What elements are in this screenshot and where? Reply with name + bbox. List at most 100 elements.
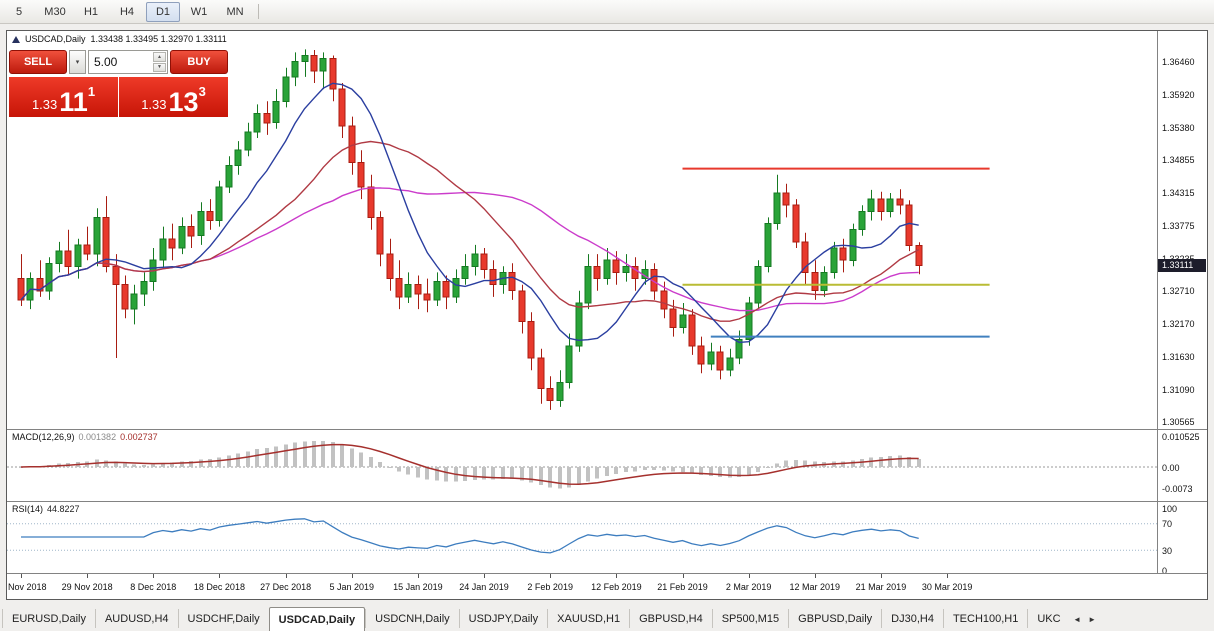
price-scale-label: 1.31630 [1162, 351, 1195, 362]
pane-separator[interactable] [7, 429, 1207, 430]
date-axis-label: 27 Dec 2018 [260, 582, 312, 592]
price-scale-label: 1.34315 [1162, 187, 1195, 198]
date-axis-tick [21, 574, 22, 578]
date-axis[interactable]: 20 Nov 2018 29 Nov 2018 8 Dec 2018 18 Dec 2… [7, 574, 1157, 599]
rsi-scale-label: 30 [1162, 545, 1173, 556]
buy-button[interactable]: BUY [170, 50, 228, 74]
timeframe-button-m30[interactable]: M30 [44, 5, 66, 18]
date-axis-label: 2 Mar 2019 [725, 582, 772, 592]
pane-separator[interactable] [7, 501, 1207, 502]
price-scale-label: 1.32710 [1162, 285, 1195, 296]
macd-main-value: 0.001382 [78, 432, 117, 442]
rsi-scale-label: 100 [1162, 504, 1178, 514]
chart-tab-xauusd[interactable]: XAUUSD,H1 [547, 609, 629, 628]
timeframe-button-h1[interactable]: H1 [83, 5, 99, 18]
volume-field: ▲ ▼ [88, 50, 168, 74]
date-axis-label: 12 Mar 2019 [789, 582, 841, 592]
trade-prices-row: 1.33 11 1 1.33 13 3 [9, 77, 228, 117]
date-axis-tick [814, 574, 816, 578]
price-scale-label: 1.35380 [1162, 122, 1195, 133]
one-click-trading-panel: SELL ▾ ▲ ▼ BUY 1.33 [9, 50, 228, 117]
price-scale-label: 1.36460 [1162, 56, 1195, 67]
rsi-chart[interactable] [7, 502, 1157, 573]
timeframe-toolbar: 5 M30 H1 H4 D1 W1 MN [0, 0, 1214, 24]
chart-tab-eurusd[interactable]: EURUSD,Daily [2, 609, 95, 628]
date-axis-tick [880, 574, 882, 578]
date-axis-label: 21 Feb 2019 [657, 582, 708, 592]
date-axis-tick [417, 574, 419, 578]
price-scale-label: 1.32170 [1162, 318, 1195, 329]
date-axis-label: 20 Nov 2018 [7, 582, 47, 592]
chart-tab-gbpusd[interactable]: GBPUSD,Daily [788, 609, 881, 628]
moving-average-line-21 [20, 140, 920, 322]
sell-button[interactable]: SELL [9, 50, 67, 74]
chart-tab-sp500[interactable]: SP500,M15 [711, 609, 788, 628]
volume-stepper: ▲ ▼ [153, 52, 166, 72]
chart-tab-usdchf[interactable]: USDCHF,Daily [177, 609, 269, 628]
chart-tab-usdcad[interactable]: USDCAD,Daily [268, 607, 366, 631]
price-scale[interactable]: 1.33111 1.36460 1.35920 1.35380 1.34855 1.34… [1157, 31, 1207, 576]
macd-signal-line [20, 443, 919, 485]
rsi-value: 44.8227 [47, 504, 80, 514]
macd-chart[interactable] [7, 430, 1157, 501]
chart-arrow-icon [12, 35, 20, 43]
macd-pane: MACD(12,26,9) 0.001382 0.002737 [7, 430, 1157, 501]
chart-tab-audusd[interactable]: AUDUSD,H4 [94, 609, 178, 628]
date-axis-label: 18 Dec 2018 [193, 582, 245, 592]
timeframe-button-group: 5 M30 H1 H4 D1 W1 MN [1, 1, 253, 22]
tab-scroll-right-icon[interactable]: ► [1088, 614, 1097, 624]
macd-scale-label: 0.00 [1162, 462, 1180, 473]
sell-price-pipette: 1 [87, 84, 96, 99]
price-scale-label: 1.31090 [1162, 384, 1195, 395]
sell-price-display[interactable]: 1.33 11 1 [9, 77, 118, 117]
macd-scale-label: -0.0073 [1162, 483, 1193, 494]
moving-average-line-9 [20, 82, 919, 344]
timeframe-button-d1[interactable]: D1 [146, 1, 180, 22]
volume-dropdown-button[interactable]: ▾ [69, 50, 86, 74]
date-axis-label: 12 Feb 2019 [591, 582, 642, 592]
date-axis-tick [682, 574, 684, 578]
volume-decrease-button[interactable]: ▼ [153, 62, 166, 72]
macd-histogram [19, 440, 921, 489]
trade-controls-row: SELL ▾ ▲ ▼ BUY [9, 50, 228, 74]
chart-title: USDCAD,Daily 1.33438 1.33495 1.32970 1.3… [12, 34, 227, 44]
volume-input[interactable] [89, 55, 167, 69]
rsi-name: RSI(14) [12, 504, 44, 514]
macd-name: MACD(12,26,9) [12, 432, 75, 442]
date-axis-tick [351, 574, 353, 578]
chart-tab-dj30[interactable]: DJ30,H4 [881, 609, 943, 628]
chevron-down-icon: ▾ [75, 59, 80, 66]
chart-symbol-title: USDCAD,Daily [25, 34, 86, 44]
chart-window: USDCAD,Daily 1.33438 1.33495 1.32970 1.3… [6, 30, 1208, 600]
price-scale-label: 1.33775 [1162, 220, 1195, 231]
chart-workspace: USDCAD,Daily 1.33438 1.33495 1.32970 1.3… [0, 24, 1214, 604]
date-axis-label: 30 Mar 2019 [921, 582, 973, 592]
chart-tab-gbpusd[interactable]: GBPUSD,H4 [629, 609, 712, 628]
macd-indicator-label: MACD(12,26,9) 0.001382 0.002737 [12, 432, 158, 442]
timeframe-button-5[interactable]: 5 [15, 5, 23, 18]
timeframe-button-w1[interactable]: W1 [190, 5, 208, 18]
chart-tab-ukc[interactable]: UKC [1027, 609, 1069, 628]
pane-separator[interactable] [7, 573, 1207, 574]
date-axis-tick [748, 574, 750, 578]
date-axis-label: 15 Jan 2019 [393, 582, 443, 592]
buy-price-display[interactable]: 1.33 13 3 [119, 77, 228, 117]
sell-price-pips: 11 [59, 87, 88, 118]
timeframe-button-h4[interactable]: H4 [119, 5, 135, 18]
timeframe-button-mn[interactable]: MN [226, 5, 244, 18]
buy-price-pips: 13 [168, 87, 199, 118]
tab-scroll-left-icon[interactable]: ◄ [1073, 614, 1082, 624]
rsi-scale-label: 70 [1162, 519, 1173, 530]
rsi-pane: RSI(14) 44.8227 [7, 502, 1157, 573]
buy-price-big-figure: 1.33 [141, 97, 167, 112]
volume-increase-button[interactable]: ▲ [153, 52, 166, 62]
chart-tab-tech100[interactable]: TECH100,H1 [942, 609, 1027, 628]
chart-tab-usdcnh[interactable]: USDCNH,Daily [365, 609, 459, 628]
chart-tab-usdjpy[interactable]: USDJPY,Daily [458, 609, 548, 628]
price-scale-label: 1.34855 [1162, 154, 1195, 165]
sell-price-big-figure: 1.33 [31, 97, 58, 112]
candlestick-chart[interactable] [7, 31, 1157, 429]
macd-scale-label: 0.010525 [1162, 432, 1200, 442]
date-axis-label: 2 Feb 2019 [527, 582, 573, 592]
current-price-badge: 1.33111 [1158, 259, 1206, 273]
